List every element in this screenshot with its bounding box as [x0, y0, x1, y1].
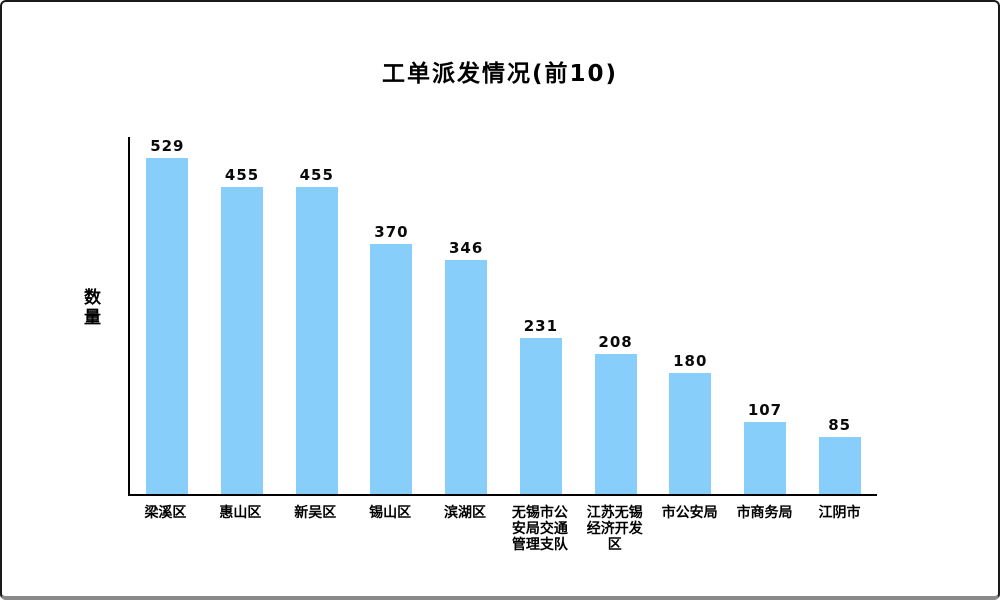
x-axis-label-slot: 滨湖区 [428, 505, 503, 521]
bar-value-label: 455 [224, 166, 260, 184]
bar-slot: 208 [578, 137, 653, 494]
x-axis-label-slot: 锡山区 [353, 505, 428, 521]
x-axis-label: 江苏无锡经济开发区 [586, 505, 643, 553]
x-axis-label: 锡山区 [369, 505, 412, 521]
x-axis-label-slot: 惠山区 [203, 505, 278, 521]
y-axis-label: 数量 [80, 288, 100, 328]
bar-value-label: 208 [598, 333, 633, 351]
x-axis-label-slot: 市公安局 [652, 505, 727, 521]
x-axis-labels: 梁溪区 惠山区 新吴区 锡山区 滨湖区 无锡市公安局交通管理支队 江苏无锡经济开发区 市公安局… [128, 505, 877, 553]
x-axis-label: 市商务局 [736, 505, 793, 521]
bar-value-label: 107 [747, 401, 783, 419]
x-axis-label-slot: 江阴市 [802, 505, 877, 521]
x-axis-label-slot: 新吴区 [278, 505, 353, 521]
bar [818, 437, 861, 494]
x-axis-label-slot: 无锡市公安局交通管理支队 [502, 505, 577, 553]
x-axis-label: 新吴区 [294, 505, 337, 521]
x-axis-label-slot: 江苏无锡经济开发区 [577, 505, 652, 553]
bar-slot: 180 [653, 137, 728, 494]
bar-value-label: 455 [299, 166, 334, 184]
bar-slot: 455 [279, 137, 354, 494]
chart-title: 工单派发情况(前10) [381, 61, 619, 87]
bar [370, 244, 413, 494]
bar [221, 187, 264, 494]
bar-slot: 529 [130, 137, 205, 494]
bar-value-label: 231 [523, 317, 559, 335]
bar-value-label: 529 [150, 137, 185, 155]
bar [743, 422, 786, 494]
bar-slot: 85 [802, 137, 877, 494]
x-axis-label: 惠山区 [219, 505, 262, 521]
bar [295, 187, 338, 494]
bar-slot: 370 [354, 137, 429, 494]
bar-value-label: 346 [449, 239, 484, 257]
bar-slot: 107 [728, 137, 803, 494]
bar [445, 260, 488, 494]
x-axis-label: 梁溪区 [144, 505, 187, 521]
bar-value-label: 85 [828, 416, 852, 434]
bars-row: 529 455 455 370 346 231 208 180 107 85 [130, 137, 877, 494]
x-axis-label-slot: 市商务局 [727, 505, 802, 521]
x-axis-label: 市公安局 [661, 505, 718, 521]
x-axis-label: 无锡市公安局交通管理支队 [511, 505, 568, 553]
x-axis-label-slot: 梁溪区 [128, 505, 203, 521]
bar [669, 373, 712, 494]
x-axis-label: 滨湖区 [444, 505, 486, 521]
bar-value-label: 370 [374, 223, 409, 241]
plot-area: 529 455 455 370 346 231 208 180 107 85 [128, 137, 877, 496]
bar-value-label: 180 [673, 352, 708, 370]
bar [594, 354, 637, 494]
x-axis-label: 江阴市 [818, 505, 861, 521]
bar-slot: 346 [429, 137, 504, 494]
bar-slot: 231 [504, 137, 579, 494]
bar [519, 338, 562, 494]
bar-slot: 455 [205, 137, 280, 494]
bar [146, 158, 189, 494]
